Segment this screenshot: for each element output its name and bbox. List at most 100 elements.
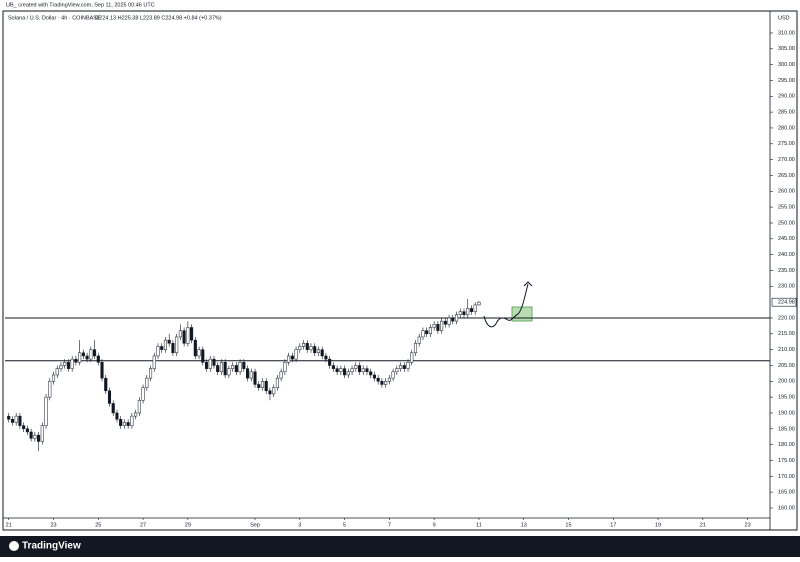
x-tick-label: 25: [95, 522, 101, 528]
candle-body: [145, 377, 149, 388]
y-tick-label: 205.00: [778, 363, 795, 369]
logo: TradingView: [22, 541, 81, 552]
y-tick-label: 290.00: [778, 94, 795, 100]
candle-body: [399, 365, 403, 369]
candle-body: [328, 358, 332, 366]
candle-body: [275, 377, 279, 388]
candle-body: [372, 374, 376, 379]
x-tick-label: 3: [298, 522, 301, 528]
candle-body: [365, 368, 369, 373]
candle-body: [48, 381, 52, 398]
candle-body: [186, 327, 190, 344]
candle-body: [428, 327, 432, 335]
candle-body: [89, 349, 93, 360]
candle-body: [223, 362, 227, 376]
y-tick-label: 305.00: [778, 46, 795, 52]
candle-body: [417, 336, 421, 344]
y-tick-label: 175.00: [778, 458, 795, 464]
candle-body: [339, 368, 343, 373]
candle-body: [33, 434, 37, 439]
candle-body: [190, 327, 194, 341]
price-tag: 224.98: [778, 300, 795, 306]
candle-body: [175, 336, 179, 354]
price-tag-box: [771, 297, 797, 307]
candle-body: [37, 434, 41, 442]
candle-body: [410, 352, 414, 363]
candle-body: [178, 330, 182, 338]
x-tick-label: 23: [745, 522, 751, 528]
candle-body: [249, 371, 253, 379]
y-tick-label: 220.00: [778, 315, 795, 321]
candle-body: [130, 415, 134, 426]
candle-body: [134, 412, 138, 417]
candle-body: [335, 368, 339, 373]
y-tick-label: 245.00: [778, 236, 795, 242]
candle-body: [316, 349, 321, 354]
candle-body: [425, 330, 429, 335]
candle-body: [55, 368, 59, 376]
candle-body: [279, 371, 283, 379]
candle-body: [18, 415, 22, 426]
candle-body: [350, 368, 354, 373]
candle-body: [301, 343, 306, 347]
candle-body: [443, 320, 447, 325]
candle-body: [466, 308, 470, 316]
candle-body: [440, 320, 444, 331]
candle-body: [473, 304, 477, 312]
candle-body: [264, 381, 268, 392]
y-tick-label: 285.00: [778, 110, 795, 116]
x-tick-label: 17: [610, 522, 616, 528]
candle-body: [294, 349, 298, 360]
candle-body: [384, 381, 388, 385]
candle-body: [160, 346, 164, 350]
y-tick-label: 190.00: [778, 410, 795, 416]
y-tick-label: 160.00: [778, 505, 795, 511]
candle-body: [406, 362, 410, 369]
candle-body: [462, 311, 466, 316]
candle-body: [66, 362, 70, 369]
y-tick-label: 265.00: [778, 173, 795, 179]
x-tick-label: 9: [433, 522, 436, 528]
candle-body: [357, 365, 362, 373]
candle-body: [436, 324, 440, 331]
x-tick-label: 29: [185, 522, 191, 528]
candle-body: [96, 355, 100, 363]
x-tick-label: 19: [655, 522, 661, 528]
candle-body: [44, 396, 48, 426]
y-tick-label: 170.00: [778, 474, 795, 480]
y-tick-label: 255.00: [778, 205, 795, 211]
candle-body: [182, 330, 186, 344]
candle-body: [167, 339, 171, 344]
y-tick-label: 215.00: [778, 331, 795, 337]
candle-body: [10, 419, 15, 423]
candle-body: [309, 346, 313, 350]
x-tick-label: 11: [476, 522, 482, 528]
y-tick-label: 180.00: [778, 442, 795, 448]
candle-body: [313, 346, 317, 354]
candle-body: [193, 339, 197, 357]
candle-body: [216, 365, 220, 373]
candle-body: [219, 362, 223, 373]
candle-body: [331, 365, 335, 369]
candle-body: [268, 390, 272, 395]
candle-body: [212, 358, 216, 366]
candle-body: [14, 415, 18, 423]
credit: UB_ created with TradingView.com, Sep 11…: [6, 2, 155, 8]
candle-body: [148, 368, 153, 379]
y-tick-label: 300.00: [778, 62, 795, 68]
x-tick-label: 15: [565, 522, 571, 528]
y-tick-label: 165.00: [778, 490, 795, 496]
x-tick-label: 21: [6, 522, 12, 528]
candle-body: [477, 301, 481, 306]
candle-body: [272, 387, 276, 395]
candle-body: [141, 387, 145, 401]
currency: USD: [778, 15, 790, 21]
candle-body: [63, 362, 67, 366]
y-tick-label: 275.00: [778, 141, 795, 147]
x-tick-label: 23: [50, 522, 56, 528]
candle-body: [395, 368, 399, 373]
candle-body: [238, 362, 242, 373]
y-tick-label: 260.00: [778, 189, 795, 195]
candle-body: [447, 317, 451, 325]
